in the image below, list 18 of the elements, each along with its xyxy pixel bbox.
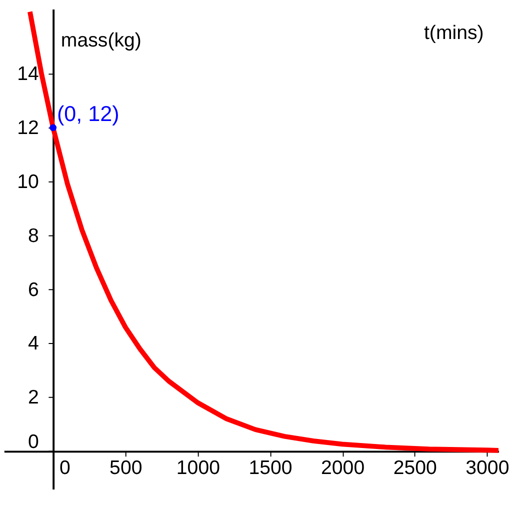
x-tick-label: 500: [110, 457, 142, 480]
x-tick-label: 3000: [466, 457, 510, 480]
annotation: (0, 12): [57, 102, 120, 126]
y-tick-label: 14: [17, 63, 39, 86]
x-tick-label: 1500: [248, 457, 292, 480]
y-tick-label: 12: [17, 117, 39, 140]
x-axis-title: t(mins): [424, 22, 484, 44]
x-tick-label: 2500: [393, 457, 438, 480]
y-tick-label: 2: [28, 386, 39, 409]
x-tick-label: 0: [59, 457, 70, 480]
y-axis-title: mass(kg): [60, 29, 142, 52]
y-tick-label: 6: [28, 278, 39, 301]
y-tick-label: 4: [28, 332, 39, 355]
y-tick-label: 10: [17, 170, 39, 193]
x-tick-label: 1000: [176, 457, 220, 480]
y-tick-label: 8: [28, 224, 39, 247]
x-tick-label: 2000: [321, 457, 365, 480]
y-tick-label: 0: [28, 430, 39, 453]
